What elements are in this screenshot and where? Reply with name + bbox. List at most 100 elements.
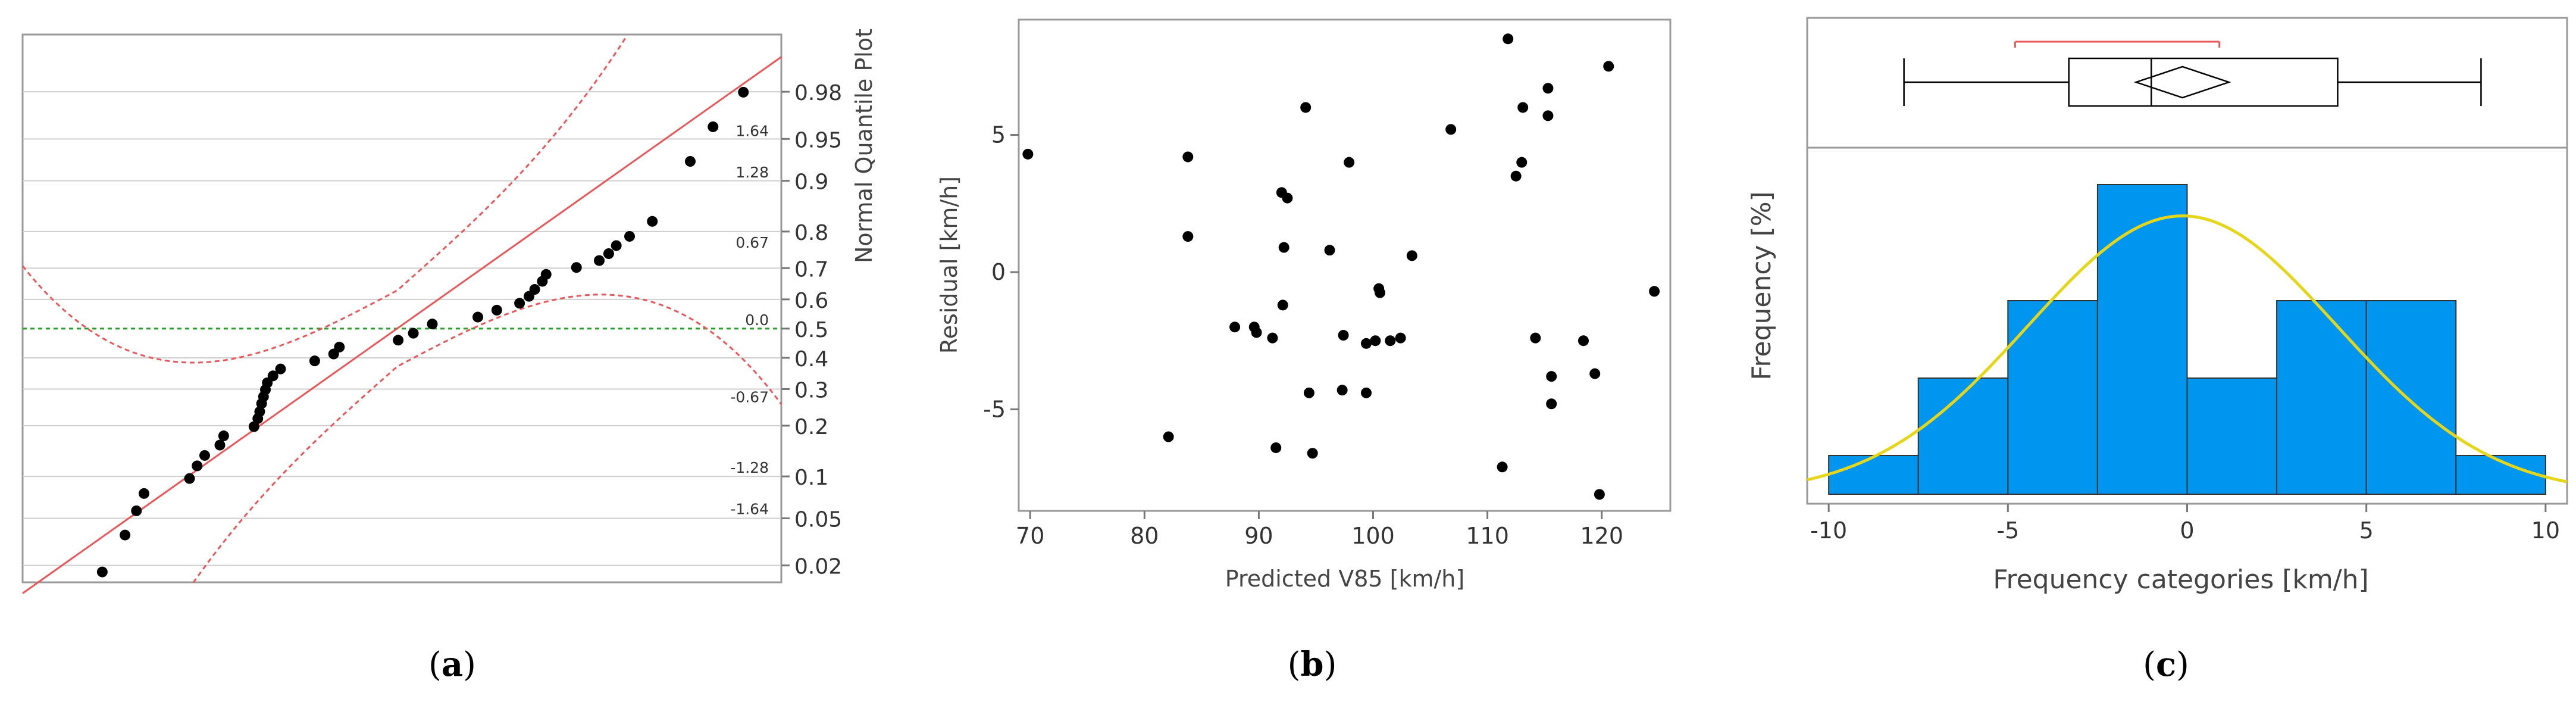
data-point bbox=[1578, 335, 1589, 347]
data-point bbox=[1370, 335, 1381, 347]
data-point bbox=[738, 86, 749, 98]
data-point bbox=[1229, 322, 1241, 333]
z-tick-label: 0.0 bbox=[745, 311, 769, 329]
caption-b: (b) bbox=[1288, 645, 1337, 684]
x-tick-label: 100 bbox=[1351, 523, 1395, 549]
data-point bbox=[1022, 148, 1034, 160]
data-point bbox=[1163, 431, 1174, 442]
data-point bbox=[1594, 489, 1605, 500]
data-point bbox=[334, 341, 345, 352]
y-tick-label: 5 bbox=[991, 122, 1006, 148]
right-tick-label: 0.9 bbox=[794, 170, 828, 195]
data-point bbox=[1324, 245, 1335, 256]
panel-c-axis-ticks: -10 -5 0 5 10 bbox=[1810, 504, 2560, 544]
histogram-bar bbox=[1828, 455, 1919, 495]
panel-a-right-axis-label: Normal Quantile Plot bbox=[851, 29, 877, 263]
z-tick-label: -1.28 bbox=[730, 459, 769, 476]
svg-text:(c): (c) bbox=[2143, 645, 2189, 684]
z-tick-label: -0.67 bbox=[730, 389, 769, 406]
caption-a: (a) bbox=[428, 645, 476, 684]
panel-a-confidence-band bbox=[21, 37, 782, 584]
data-point bbox=[571, 262, 582, 273]
data-point bbox=[131, 505, 142, 516]
data-point bbox=[1542, 110, 1554, 121]
panel-c-bars bbox=[1828, 184, 2546, 495]
data-point bbox=[184, 473, 195, 484]
caption-c: (c) bbox=[2143, 645, 2189, 684]
panel-b-residual-plot: 70 80 90 100 110 120 -5 0 5 Predicted V85 [km/h]… bbox=[936, 18, 1672, 592]
right-tick-label: 0.05 bbox=[794, 507, 842, 532]
data-point bbox=[1267, 332, 1278, 344]
x-tick-label: -5 bbox=[1996, 517, 2019, 544]
panel-b-points bbox=[1022, 33, 1660, 500]
right-tick-label: 0.8 bbox=[794, 221, 828, 245]
data-point bbox=[1303, 387, 1314, 398]
panel-a-reference-line bbox=[22, 56, 782, 594]
data-point bbox=[218, 430, 229, 442]
right-tick-label: 0.3 bbox=[794, 378, 828, 403]
z-tick-label: -1.64 bbox=[730, 501, 769, 518]
box-iqr bbox=[2068, 57, 2339, 107]
data-point bbox=[275, 363, 286, 375]
data-point bbox=[214, 439, 226, 451]
panel-c-histogram: -10 -5 0 5 10 Frequency categories [km/h] Fr… bbox=[1746, 17, 2568, 595]
panel-b-axis-ticks: 70 80 90 100 110 120 -5 0 5 bbox=[983, 122, 1623, 549]
data-point bbox=[529, 284, 540, 295]
data-point bbox=[1497, 461, 1508, 473]
panel-b-frame bbox=[1018, 18, 1672, 512]
panel-b-x-axis-label: Predicted V85 [km/h] bbox=[1225, 566, 1464, 592]
data-point bbox=[1361, 338, 1372, 349]
data-point bbox=[199, 450, 210, 461]
data-point bbox=[594, 255, 605, 266]
panel-a-z-tick-labels: 1.64 1.28 0.67 0.0 -0.67 -1.28 -1.64 bbox=[730, 122, 769, 517]
confidence-band-lower bbox=[192, 294, 782, 584]
caption-b-letter: b bbox=[1300, 645, 1323, 684]
data-point bbox=[309, 355, 320, 367]
data-point bbox=[1182, 231, 1194, 242]
x-tick-label: 10 bbox=[2531, 517, 2560, 544]
svg-text:(b): (b) bbox=[1288, 645, 1337, 684]
data-point bbox=[1300, 102, 1312, 113]
data-point bbox=[514, 298, 525, 309]
histogram-bar bbox=[2365, 300, 2457, 495]
x-tick-label: -10 bbox=[1810, 517, 1847, 544]
data-point bbox=[1503, 33, 1514, 45]
x-tick-label: 5 bbox=[2359, 517, 2374, 544]
data-point bbox=[1270, 442, 1282, 453]
right-tick-label: 0.7 bbox=[794, 257, 828, 282]
x-tick-label: 80 bbox=[1130, 523, 1159, 549]
data-point bbox=[1510, 170, 1522, 182]
data-point bbox=[96, 566, 108, 578]
right-tick-label: 0.95 bbox=[794, 128, 842, 152]
caption-c-letter: c bbox=[2156, 645, 2176, 684]
data-point bbox=[1530, 332, 1541, 344]
data-point bbox=[408, 327, 419, 339]
x-tick-label: 0 bbox=[2180, 517, 2194, 544]
data-point bbox=[1546, 371, 1557, 382]
y-tick-label: -5 bbox=[983, 396, 1006, 422]
right-tick-label: 0.2 bbox=[794, 415, 828, 439]
data-point bbox=[685, 156, 696, 167]
data-point bbox=[603, 248, 614, 259]
z-tick-label: 0.67 bbox=[735, 234, 769, 251]
data-point bbox=[1589, 368, 1601, 379]
right-tick-label: 0.1 bbox=[794, 466, 828, 490]
data-point bbox=[1406, 250, 1417, 261]
data-point bbox=[1542, 83, 1554, 94]
x-tick-label: 90 bbox=[1244, 523, 1273, 549]
right-tick-label: 0.4 bbox=[794, 347, 828, 372]
data-point bbox=[120, 529, 131, 541]
panel-a-points bbox=[96, 86, 749, 578]
data-point bbox=[1517, 102, 1529, 113]
data-point bbox=[139, 488, 149, 499]
x-tick-label: 120 bbox=[1580, 523, 1623, 549]
data-point bbox=[1361, 387, 1372, 398]
data-point bbox=[472, 311, 483, 323]
histogram-bar bbox=[2186, 377, 2278, 495]
histogram-bar bbox=[1917, 377, 2009, 495]
panel-c-boxplot bbox=[1903, 40, 2482, 107]
panel-c-normal-curve bbox=[1807, 214, 2568, 483]
z-tick-label: 1.28 bbox=[735, 164, 769, 181]
panel-c-x-axis-label: Frequency categories [km/h] bbox=[1993, 564, 2368, 595]
